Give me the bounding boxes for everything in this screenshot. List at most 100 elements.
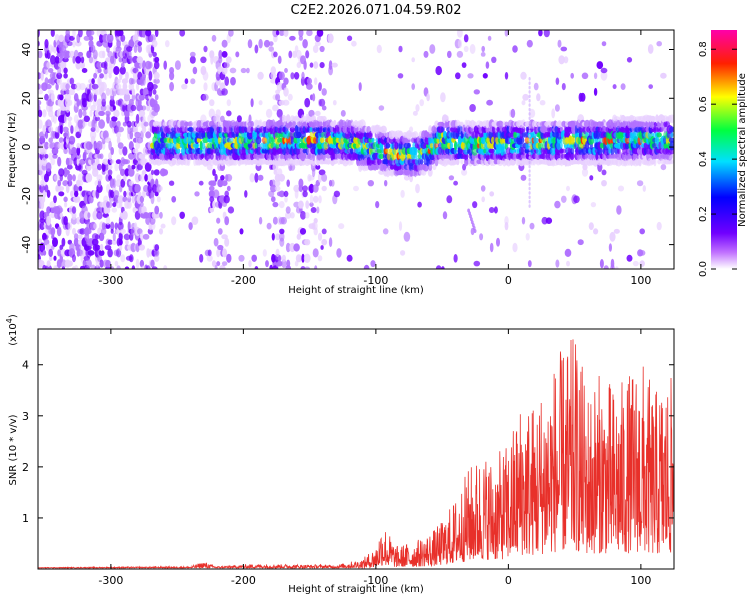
- heatmap-cell: [75, 153, 81, 160]
- heatmap-cell: [654, 136, 660, 144]
- heatmap-cell: [44, 153, 49, 159]
- heatmap-cell: [217, 228, 223, 235]
- heatmap-cell: [217, 244, 224, 251]
- heatmap-cell: [72, 174, 76, 182]
- heatmap-cell: [257, 174, 264, 181]
- heatmap-cell: [66, 41, 73, 47]
- heatmap-cell: [420, 158, 424, 165]
- heatmap-cell: [320, 245, 324, 250]
- heatmap-cell: [154, 94, 159, 101]
- heatmap-cell: [68, 135, 76, 145]
- heatmap-cell: [554, 200, 561, 209]
- heatmap-cell: [259, 153, 267, 159]
- colorbar-tick-label: 0.6: [698, 96, 709, 112]
- heatmap-cell: [313, 61, 319, 69]
- heatmap-cell: [457, 30, 463, 38]
- heatmap-cell: [351, 40, 357, 47]
- heatmap-cell: [76, 98, 81, 107]
- heatmap-cell: [411, 57, 416, 63]
- heatmap-cell: [119, 228, 126, 234]
- heatmap-cell: [385, 142, 391, 149]
- heatmap-cell: [119, 243, 123, 252]
- heatmap-cell: [93, 223, 98, 230]
- heatmap-cell: [65, 89, 70, 95]
- heatmap-cell: [142, 189, 146, 198]
- heatmap-cell: [528, 103, 531, 107]
- heatmap-cell: [454, 140, 458, 151]
- heatmap-cell: [49, 212, 56, 219]
- heatmap-cell: [528, 156, 531, 160]
- heatmap-cell: [154, 254, 160, 262]
- spectrogram-y-tick-label: 0: [20, 144, 33, 151]
- heatmap-cell: [496, 120, 504, 128]
- heatmap-cell: [272, 201, 279, 208]
- heatmap-cell: [225, 56, 232, 64]
- heatmap-cell: [103, 195, 109, 204]
- heatmap-cell: [111, 116, 118, 122]
- heatmap-cell: [194, 191, 200, 197]
- heatmap-cell: [314, 265, 318, 269]
- heatmap-cell: [668, 114, 674, 124]
- heatmap-cell: [117, 126, 124, 133]
- heatmap-cell: [570, 72, 574, 79]
- heatmap-cell: [163, 60, 167, 70]
- heatmap-cell: [113, 66, 120, 75]
- heatmap-cell: [96, 140, 103, 151]
- heatmap-cell: [463, 34, 469, 43]
- heatmap-cell: [670, 159, 674, 165]
- heatmap-cell: [453, 253, 458, 263]
- heatmap-cell: [317, 141, 323, 150]
- heatmap-cell: [563, 56, 569, 64]
- heatmap-cell: [171, 216, 177, 226]
- heatmap-cell: [258, 100, 263, 106]
- heatmap-cell: [398, 221, 403, 231]
- heatmap-cell: [46, 260, 51, 267]
- heatmap-cell: [57, 180, 62, 187]
- heatmap-cell: [105, 87, 111, 96]
- heatmap-cell: [293, 243, 300, 252]
- spectrogram-y-label: Frequency (Hz): [7, 112, 18, 188]
- heatmap-cell: [46, 61, 51, 69]
- heatmap-cell: [87, 30, 95, 36]
- heatmap-cell: [306, 77, 312, 85]
- heatmap-cell: [669, 126, 674, 133]
- heatmap-cell: [136, 56, 144, 64]
- heatmap-cell: [528, 195, 531, 200]
- heatmap-cell: [528, 173, 531, 178]
- heatmap-cell: [301, 71, 305, 80]
- heatmap-cell: [528, 120, 531, 125]
- heatmap-cell: [445, 115, 449, 123]
- heatmap-cell: [276, 260, 283, 267]
- heatmap-cell: [81, 105, 88, 111]
- heatmap-cell: [319, 45, 325, 53]
- heatmap-cell: [122, 146, 128, 156]
- heatmap-cell: [158, 228, 164, 235]
- colorbar-ramp: [711, 30, 737, 269]
- heatmap-cell: [537, 141, 544, 150]
- snr-multiplier-base: (x10: [8, 323, 19, 346]
- heatmap-cell: [240, 67, 247, 74]
- heatmap-cell: [209, 152, 214, 160]
- heatmap-cell: [314, 110, 321, 117]
- heatmap-cell: [536, 93, 541, 102]
- heatmap-cell: [96, 174, 103, 182]
- heatmap-cell: [480, 52, 486, 57]
- heatmap-cell: [44, 77, 49, 86]
- heatmap-cell: [603, 265, 609, 269]
- heatmap-cell: [57, 65, 62, 76]
- heatmap-cell: [99, 153, 104, 160]
- heatmap-cell: [226, 99, 231, 107]
- heatmap-cell: [332, 100, 337, 106]
- heatmap-cell: [347, 35, 353, 42]
- heatmap-cell: [263, 39, 271, 48]
- heatmap-cell: [413, 153, 418, 159]
- heatmap-cell: [593, 228, 599, 235]
- colorbar: 0.0 0.2 0.4 0.6 0.8 Normalized spectral ampl…: [698, 30, 748, 277]
- heatmap-cell: [108, 73, 112, 79]
- heatmap-cell: [556, 140, 563, 151]
- heatmap-cell: [100, 104, 107, 112]
- heatmap-cell: [384, 180, 388, 187]
- heatmap-cell: [175, 132, 181, 138]
